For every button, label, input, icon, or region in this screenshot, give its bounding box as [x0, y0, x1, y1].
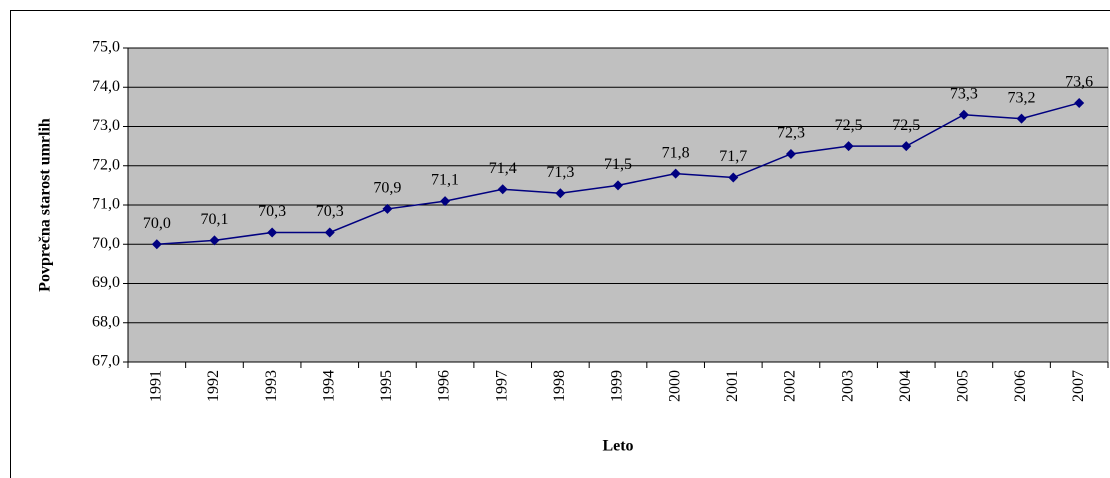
data-label: 71,7: [719, 148, 747, 165]
data-label: 71,8: [662, 144, 690, 161]
marker: [843, 141, 854, 152]
x-tick-label: 1994: [320, 370, 337, 402]
x-tick-label: 2006: [1012, 370, 1029, 402]
chart-border: [10, 10, 1110, 478]
marker: [382, 203, 393, 214]
data-label: 72,3: [777, 125, 805, 142]
marker: [209, 235, 220, 246]
marker: [440, 196, 451, 207]
y-tick-label: 67,0: [92, 353, 120, 370]
data-label: 70,3: [258, 203, 286, 220]
data-label: 71,3: [546, 164, 574, 181]
marker: [901, 141, 912, 152]
y-tick-label: 72,0: [92, 156, 120, 173]
x-tick-label: 1998: [551, 370, 568, 402]
x-tick-label: 1996: [436, 370, 453, 402]
marker: [151, 239, 162, 250]
y-tick-label: 73,0: [92, 117, 120, 134]
marker: [785, 148, 796, 159]
x-tick-label: 2004: [897, 370, 914, 402]
x-tick-label: 1993: [263, 370, 280, 402]
y-tick-label: 74,0: [92, 78, 120, 95]
x-tick-label: 1999: [609, 370, 626, 402]
data-label: 70,0: [143, 215, 171, 232]
y-tick-label: 71,0: [92, 196, 120, 213]
marker: [958, 109, 969, 120]
marker: [613, 180, 623, 191]
x-axis-label: Leto: [602, 438, 633, 455]
y-tick-label: 69,0: [92, 274, 120, 291]
marker: [1074, 97, 1085, 108]
data-label: 70,9: [373, 180, 401, 197]
x-tick-label: 1991: [147, 370, 164, 402]
data-label: 72,5: [835, 117, 863, 134]
x-tick-label: 2007: [1070, 370, 1087, 402]
marker: [324, 227, 335, 238]
marker: [1016, 113, 1027, 124]
x-tick-label: 2000: [666, 370, 683, 402]
marker: [670, 168, 681, 179]
data-label: 71,5: [604, 156, 632, 173]
y-tick-label: 75,0: [92, 39, 120, 56]
data-label: 73,6: [1065, 74, 1093, 91]
data-label: 73,3: [950, 85, 978, 102]
x-tick-label: 1997: [493, 370, 510, 402]
marker: [555, 188, 566, 199]
marker: [267, 227, 278, 238]
y-tick-label: 68,0: [92, 313, 120, 330]
y-axis-label: Povprečna starost umrlih: [37, 118, 54, 292]
marker: [728, 172, 739, 183]
x-tick-label: 1995: [378, 370, 395, 402]
data-label: 70,3: [316, 203, 344, 220]
x-tick-label: 2001: [724, 370, 741, 402]
x-tick-label: 2005: [955, 370, 972, 402]
x-tick-label: 2003: [839, 370, 856, 402]
y-tick-label: 70,0: [92, 235, 120, 252]
data-label: 70,1: [200, 211, 228, 228]
marker: [497, 184, 508, 195]
data-label: 73,2: [1008, 89, 1036, 106]
data-label: 71,4: [489, 160, 517, 177]
x-tick-label: 2002: [782, 370, 799, 402]
data-label: 72,5: [892, 117, 920, 134]
x-tick-label: 1992: [205, 370, 222, 402]
data-label: 71,1: [431, 172, 459, 189]
